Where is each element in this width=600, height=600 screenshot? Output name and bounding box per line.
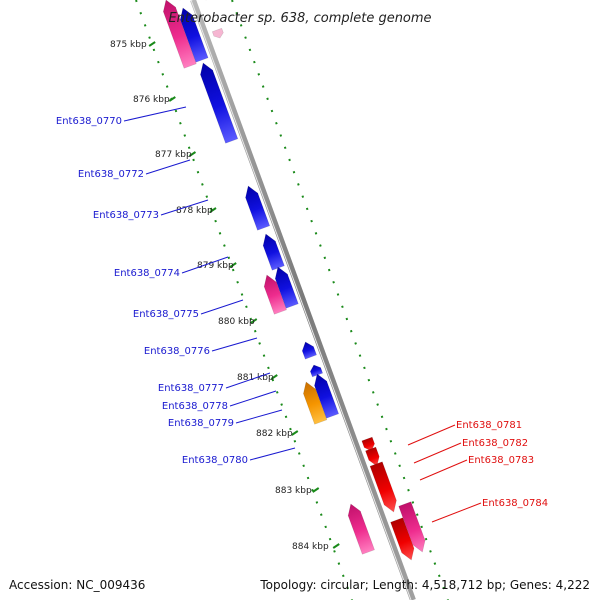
gene-label: Ent638_0773 <box>93 210 159 221</box>
gene-label: Ent638_0775 <box>133 309 199 320</box>
gene-label: Ent638_0780 <box>182 455 248 466</box>
leader-line <box>200 299 244 315</box>
gene-arrow-rna <box>263 274 287 315</box>
kbp-tick-mark <box>250 318 258 324</box>
kbp-tick-mark <box>291 430 299 436</box>
gene-label: Ent638_0782 <box>462 438 528 449</box>
gene-arrow-rna <box>398 501 426 553</box>
gene-labels: Ent638_0770 Ent638_0772 Ent638_0773 Ent638_… <box>56 116 548 509</box>
map-title: Enterobacter sp. 638, complete genome <box>168 11 431 26</box>
leader-line <box>431 502 482 523</box>
gene-arrow-partial <box>211 27 224 39</box>
leader-line <box>211 337 258 352</box>
genome-summary-text: Topology: circular; Length: 4,518,712 bp… <box>260 578 590 592</box>
gene-arrow-rna <box>163 0 197 69</box>
gene-arrow-forward <box>274 266 299 309</box>
gene-label: Ent638_0779 <box>168 418 234 429</box>
gene-label: Ent638_0772 <box>78 169 144 180</box>
leader-line <box>419 459 468 481</box>
gene-features <box>160 0 426 561</box>
kbp-label: 878 kbp <box>176 206 213 216</box>
kbp-tick-mark <box>188 151 197 157</box>
gene-label: Ent638_0774 <box>114 268 180 279</box>
kbp-label: 883 kbp <box>275 486 312 496</box>
accession-text: Accession: NC_009436 <box>9 578 146 592</box>
kbp-label: 882 kbp <box>256 429 293 439</box>
leader-line <box>249 447 296 461</box>
gene-label: Ent638_0778 <box>162 401 228 412</box>
gene-label: Ent638_0783 <box>468 455 534 466</box>
gene-label: Ent638_0776 <box>144 346 210 357</box>
kbp-label: 875 kbp <box>110 40 147 50</box>
gene-label: Ent638_0781 <box>456 420 522 431</box>
gene-arrow-forward <box>179 7 209 63</box>
kbp-label: 877 kbp <box>155 150 192 160</box>
gene-arrow-forward <box>301 341 317 360</box>
gene-arrow-forward <box>262 233 285 271</box>
leader-line <box>407 424 456 446</box>
label-leader-lines <box>123 106 482 523</box>
left-tick-track <box>135 0 353 600</box>
kbp-tick-mark <box>229 262 237 268</box>
leader-line <box>160 199 209 216</box>
genome-backbone <box>190 0 416 600</box>
gene-label: Ent638_0784 <box>482 498 548 509</box>
leader-line <box>413 442 462 464</box>
gene-arrow-forward <box>314 373 340 419</box>
leader-line <box>229 390 277 407</box>
right-tick-track <box>231 0 449 600</box>
gene-arrow-reverse <box>160 0 183 1</box>
kbp-label: 884 kbp <box>292 542 329 552</box>
kbp-label: 880 kbp <box>218 317 255 327</box>
leader-line <box>145 159 191 175</box>
kbp-tick-mark <box>148 41 156 47</box>
kbp-ticks: 875 kbp 876 kbp 877 kbp 878 kbp 879 kbp 880 k… <box>110 40 340 552</box>
leader-line <box>181 256 229 274</box>
backbone-highlight <box>190 0 412 600</box>
gene-arrow-forward <box>310 364 324 378</box>
kbp-tick-mark <box>270 374 278 380</box>
kbp-label: 876 kbp <box>133 95 170 105</box>
leader-line <box>235 409 283 424</box>
gene-arrow-orange <box>303 381 328 425</box>
gene-arrow-forward <box>200 62 239 144</box>
gene-arrow-rna <box>347 503 375 555</box>
gene-label: Ent638_0770 <box>56 116 122 127</box>
kbp-tick-mark <box>168 96 176 102</box>
gene-arrow-reverse <box>369 461 397 513</box>
kbp-tick-mark <box>332 543 340 549</box>
kbp-label: 879 kbp <box>197 261 234 271</box>
gene-arrow-forward <box>245 185 271 231</box>
kbp-tick-mark <box>209 207 217 213</box>
kbp-tick-mark <box>312 487 320 493</box>
leader-line <box>225 372 271 389</box>
gene-arrow-reverse <box>390 517 415 561</box>
gene-label: Ent638_0777 <box>158 383 224 394</box>
leader-line <box>123 106 187 122</box>
